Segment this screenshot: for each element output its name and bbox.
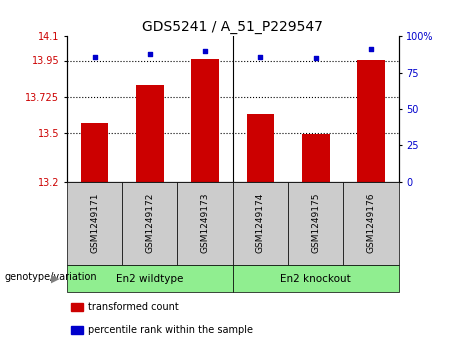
Bar (357, 60, 385, 182)
Title: GDS5241 / A_51_P229547: GDS5241 / A_51_P229547 (142, 20, 323, 34)
Text: transformed count: transformed count (88, 302, 178, 312)
Bar (302, 134, 330, 182)
Point (257, 54, 264, 60)
Text: genotype/variation: genotype/variation (5, 272, 97, 282)
Point (201, 48, 209, 54)
Point (146, 51, 154, 57)
Point (312, 55, 319, 61)
Text: percentile rank within the sample: percentile rank within the sample (88, 325, 253, 335)
Bar (191, 59, 219, 182)
Bar (81, 123, 108, 182)
Bar (247, 114, 274, 182)
Text: ▶: ▶ (51, 274, 59, 284)
Text: GSM1249175: GSM1249175 (311, 193, 320, 253)
Text: GSM1249172: GSM1249172 (145, 193, 154, 253)
Text: En2 wildtype: En2 wildtype (116, 274, 183, 284)
Point (367, 46, 375, 52)
Text: En2 knockout: En2 knockout (280, 274, 351, 284)
Text: GSM1249174: GSM1249174 (256, 193, 265, 253)
Text: GSM1249171: GSM1249171 (90, 193, 99, 253)
Bar (136, 85, 164, 182)
Text: GSM1249173: GSM1249173 (201, 193, 210, 253)
Point (91, 54, 98, 60)
Text: GSM1249176: GSM1249176 (366, 193, 376, 253)
